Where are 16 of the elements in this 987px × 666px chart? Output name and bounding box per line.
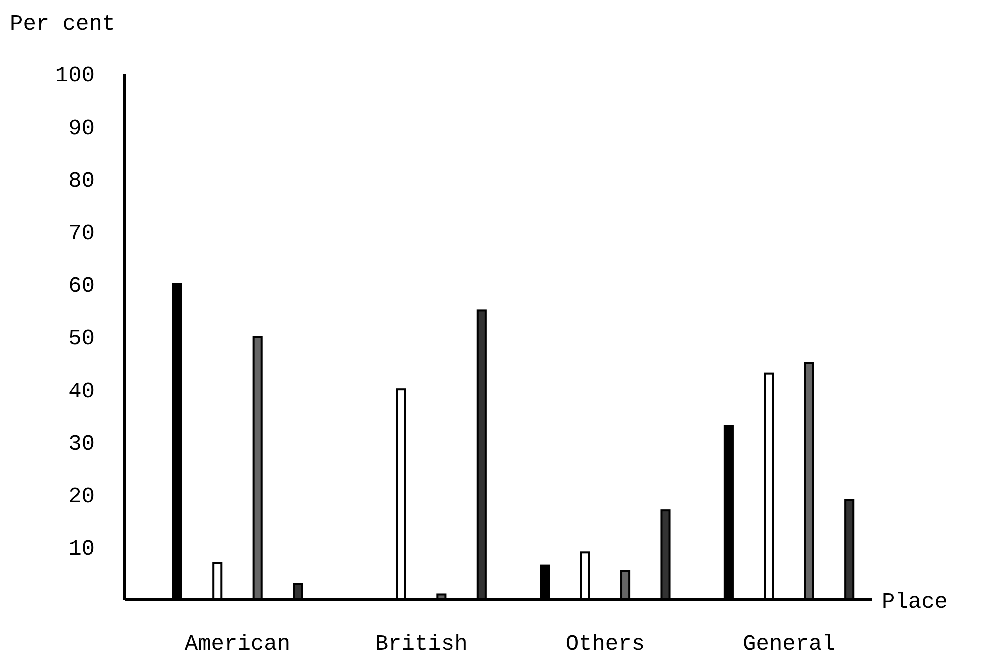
x-tick-label: Others [566, 632, 646, 657]
y-tick-label: 60 [68, 274, 95, 300]
y-tick-label: 10 [68, 537, 95, 562]
y-axis-title: Per cent [10, 12, 116, 37]
y-tick-label: 30 [68, 432, 95, 457]
y-tick-label: 90 [68, 116, 95, 142]
y-tick-label: 20 [68, 484, 95, 510]
y-tick-label: 80 [68, 168, 95, 194]
x-tick-label: General [743, 632, 836, 657]
y-tick-label: 100 [55, 64, 95, 89]
y-tick-label: 50 [68, 326, 95, 352]
y-tick-label: 40 [68, 379, 95, 404]
x-axis-title: Place [882, 590, 948, 615]
x-tick-label: American [184, 632, 291, 657]
x-tick-label: British [375, 632, 468, 657]
y-tick-label: 70 [68, 222, 95, 246]
